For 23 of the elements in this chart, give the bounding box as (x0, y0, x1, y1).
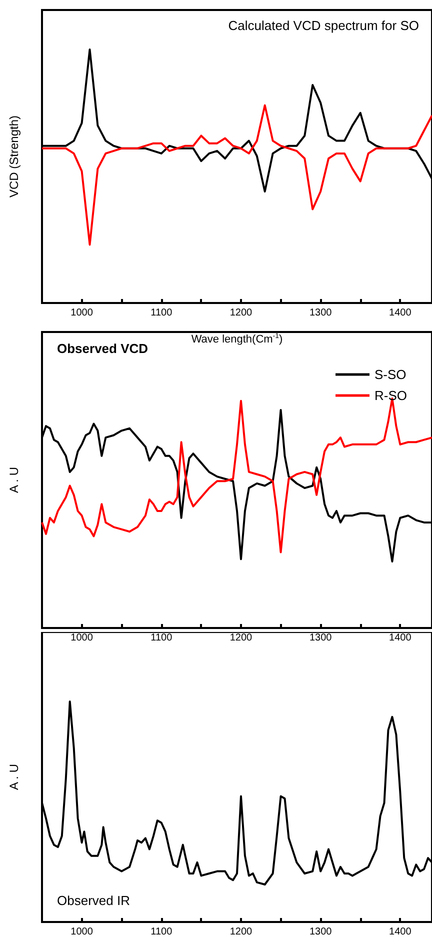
y-axis-title: A . U (7, 466, 21, 494)
x-tick-label: 1300 (309, 926, 332, 938)
y-axis-title: A . U (7, 764, 21, 790)
x-tick-label: 1000 (70, 632, 94, 644)
chart-title: Calculated VCD spectrum for SO (228, 18, 419, 33)
x-tick-label: 1300 (309, 632, 332, 644)
x-tick-label: 1100 (150, 632, 173, 644)
x-tick-label: 1200 (230, 308, 253, 318)
x-tick-label: 1000 (70, 308, 94, 318)
x-tick-label: 1400 (389, 926, 412, 938)
x-tick-label: 1200 (230, 632, 253, 644)
legend-label: R-SO (374, 388, 407, 403)
text: Observed IR (57, 893, 130, 908)
x-tick-label: 1200 (230, 926, 253, 938)
x-tick-label: 1300 (309, 308, 332, 318)
x-tick-label: 1400 (389, 632, 412, 644)
y-axis-title: VCD (Strength) (7, 115, 21, 198)
x-tick-label: 1400 (389, 308, 412, 318)
x-tick-label: 1100 (150, 926, 173, 938)
chart-title: Observed VCD (57, 341, 148, 356)
x-tick-label: 1100 (150, 308, 173, 318)
legend-label: S-SO (374, 367, 406, 382)
x-tick-label: 1000 (70, 926, 94, 938)
